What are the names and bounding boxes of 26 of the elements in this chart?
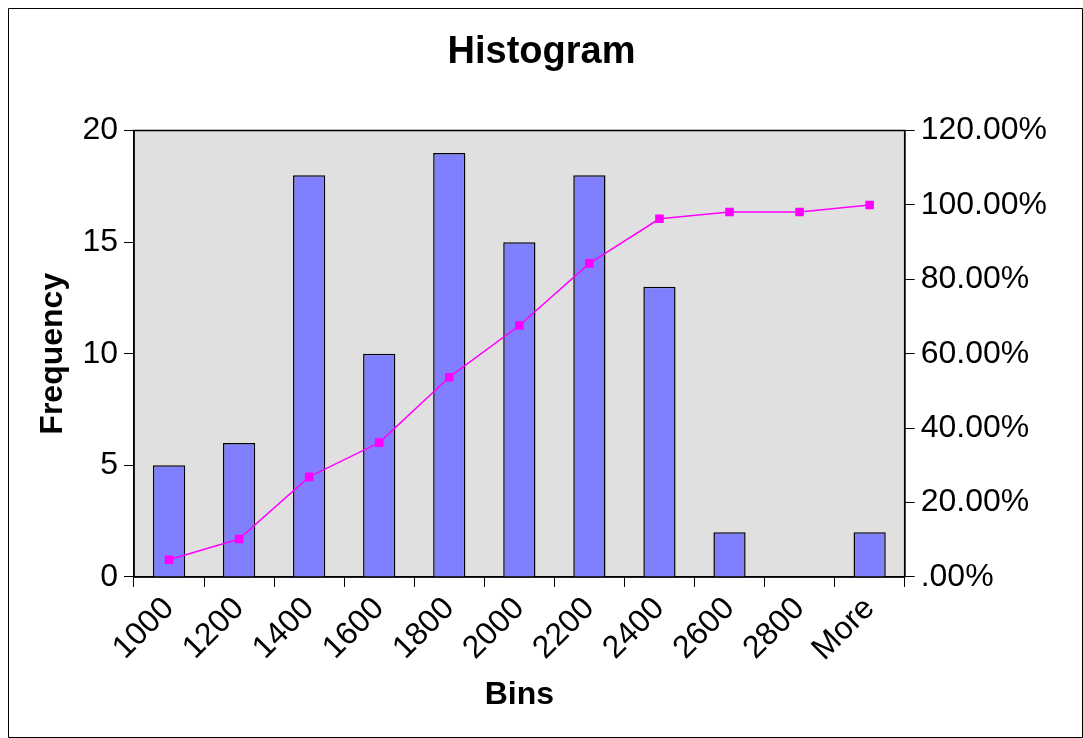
chart-title: Histogram — [447, 29, 636, 72]
point — [515, 321, 524, 330]
y-tick-label: 20 — [82, 110, 118, 147]
y-tick-label: 10 — [82, 333, 118, 370]
y2-tick-label: 60.00% — [920, 333, 1030, 370]
point — [304, 472, 314, 482]
point — [795, 207, 804, 217]
y-axis-title: Frequency — [33, 272, 70, 435]
y2-tick-label: .00% — [920, 556, 994, 593]
y2-tick-label: 100.00% — [920, 184, 1047, 221]
y-tick-label: 0 — [100, 556, 118, 593]
y2-tick-label: 80.00% — [920, 259, 1030, 296]
point — [444, 372, 454, 382]
y-tick-label: 15 — [82, 222, 118, 258]
x-axis-title: Bins — [484, 674, 554, 711]
point — [585, 259, 594, 268]
point — [865, 200, 874, 210]
point — [725, 207, 734, 217]
y2-tick-label: 40.00% — [920, 407, 1030, 444]
point — [164, 555, 174, 565]
point — [234, 534, 244, 544]
y-tick-label: 5 — [100, 445, 118, 482]
y2-tick-label: 120.00% — [920, 110, 1047, 147]
point — [655, 214, 664, 224]
point — [374, 438, 384, 447]
y2-tick-label: 20.00% — [920, 482, 1030, 519]
